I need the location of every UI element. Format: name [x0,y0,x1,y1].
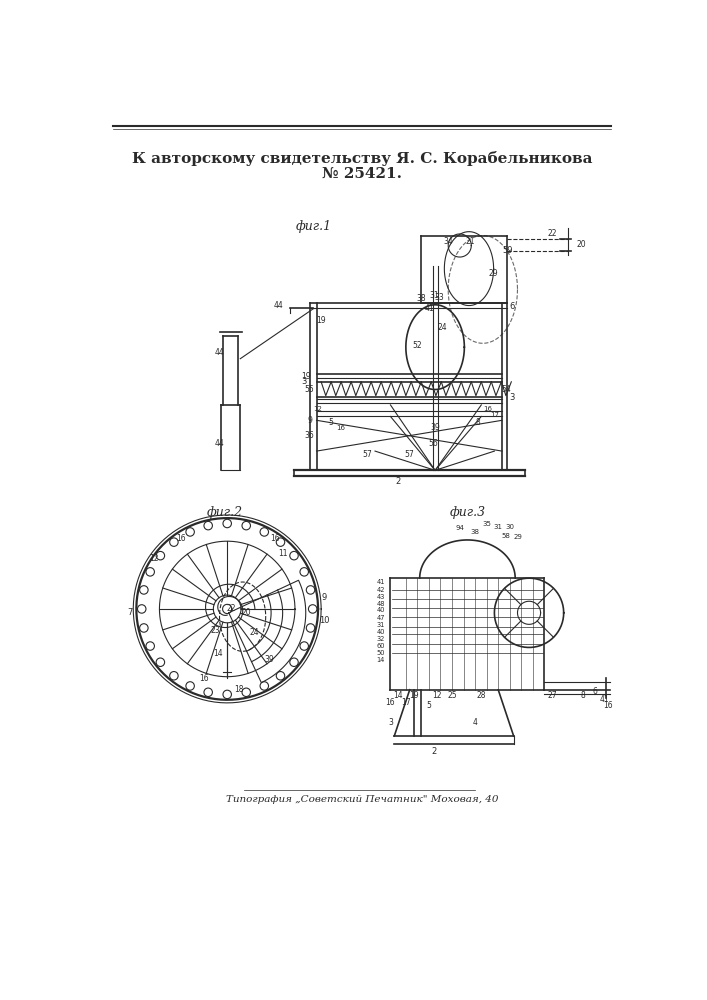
Text: 16: 16 [270,534,280,543]
Text: 8: 8 [580,691,585,700]
Text: 16: 16 [483,406,492,412]
Text: 47: 47 [377,615,385,621]
Text: 40: 40 [377,607,385,613]
Text: 34: 34 [443,237,453,246]
Text: 12: 12 [149,554,159,563]
Text: 19: 19 [316,316,326,325]
Text: 52: 52 [413,341,422,350]
Text: 39: 39 [264,654,274,664]
Text: 11: 11 [278,549,287,558]
Text: 29: 29 [513,534,522,540]
Text: 59: 59 [502,246,513,255]
Text: 12: 12 [432,691,441,700]
Text: 5: 5 [328,418,333,427]
Text: 22: 22 [226,604,236,613]
Text: 24: 24 [250,628,259,637]
Text: 31: 31 [493,524,503,530]
Text: 56: 56 [428,439,438,448]
Text: № 25421.: № 25421. [322,167,402,181]
Text: 3: 3 [388,718,393,727]
Text: 2: 2 [395,477,401,486]
Text: 38: 38 [416,294,426,303]
Text: 30: 30 [506,524,514,530]
Text: 20: 20 [577,240,586,249]
Text: фиг.3: фиг.3 [450,506,486,519]
Text: К авторскому свидетельству Я. С. Корабельникова: К авторскому свидетельству Я. С. Корабел… [132,151,592,166]
Text: 40: 40 [377,629,385,635]
Text: 28: 28 [477,691,486,700]
Text: 22: 22 [547,229,557,238]
Text: 16: 16 [604,701,613,710]
Text: 5: 5 [426,701,431,710]
Text: 14: 14 [377,657,385,663]
Text: 39: 39 [431,424,440,432]
Text: 2: 2 [432,747,437,756]
Text: 6: 6 [592,687,597,696]
Text: 31: 31 [377,622,385,628]
Text: 17: 17 [401,698,411,707]
Text: 8: 8 [475,418,480,427]
Text: 17: 17 [491,412,500,418]
Text: 7: 7 [127,608,133,617]
Text: 16: 16 [385,698,395,707]
Text: 16: 16 [199,674,209,683]
Text: 27: 27 [547,691,557,700]
Text: 41: 41 [424,304,434,313]
Text: 9: 9 [322,593,327,602]
Text: 54: 54 [501,385,511,394]
Text: 94: 94 [455,525,464,531]
Text: 10: 10 [319,616,329,625]
Text: 58: 58 [501,533,510,539]
Text: 16: 16 [336,425,345,431]
Text: 4: 4 [473,718,478,727]
Text: 50: 50 [377,650,385,656]
Text: 18: 18 [234,685,243,694]
Text: 38: 38 [471,529,479,535]
Text: 9: 9 [307,416,312,425]
Text: фиг.2: фиг.2 [207,506,243,519]
Text: 3: 3 [510,393,515,402]
Text: 14: 14 [213,649,223,658]
Text: фиг.1: фиг.1 [296,220,332,233]
Text: 14: 14 [393,691,403,700]
Text: 44: 44 [215,439,224,448]
Text: 48: 48 [377,601,385,607]
Text: 16: 16 [176,534,186,543]
Text: 36: 36 [305,431,315,440]
Text: 23: 23 [211,626,221,635]
Text: 21: 21 [465,237,474,246]
Text: 25: 25 [448,691,457,700]
Text: 24: 24 [438,323,448,332]
Text: 44: 44 [215,348,224,357]
Text: 31: 31 [430,291,439,300]
Text: 42: 42 [377,587,385,593]
Text: 29: 29 [488,269,498,278]
Text: 19: 19 [409,691,419,700]
Text: 32: 32 [377,636,385,642]
Text: 60: 60 [377,643,385,649]
Text: Типография „Советский Печатник" Моховая, 40: Типография „Советский Печатник" Моховая,… [226,795,498,804]
Text: 57: 57 [363,450,372,459]
Text: 41: 41 [377,579,385,585]
Text: 33: 33 [435,293,445,302]
Text: 35: 35 [482,521,491,527]
Text: 43: 43 [377,594,385,600]
Text: 12: 12 [313,406,322,412]
Text: 6: 6 [510,302,515,311]
Text: 41: 41 [600,695,609,704]
Text: 57: 57 [405,450,414,459]
Text: 44: 44 [274,301,284,310]
Text: 3: 3 [301,377,307,386]
Text: 20: 20 [242,608,251,617]
Text: 55: 55 [304,385,314,394]
Text: 19: 19 [301,372,310,381]
